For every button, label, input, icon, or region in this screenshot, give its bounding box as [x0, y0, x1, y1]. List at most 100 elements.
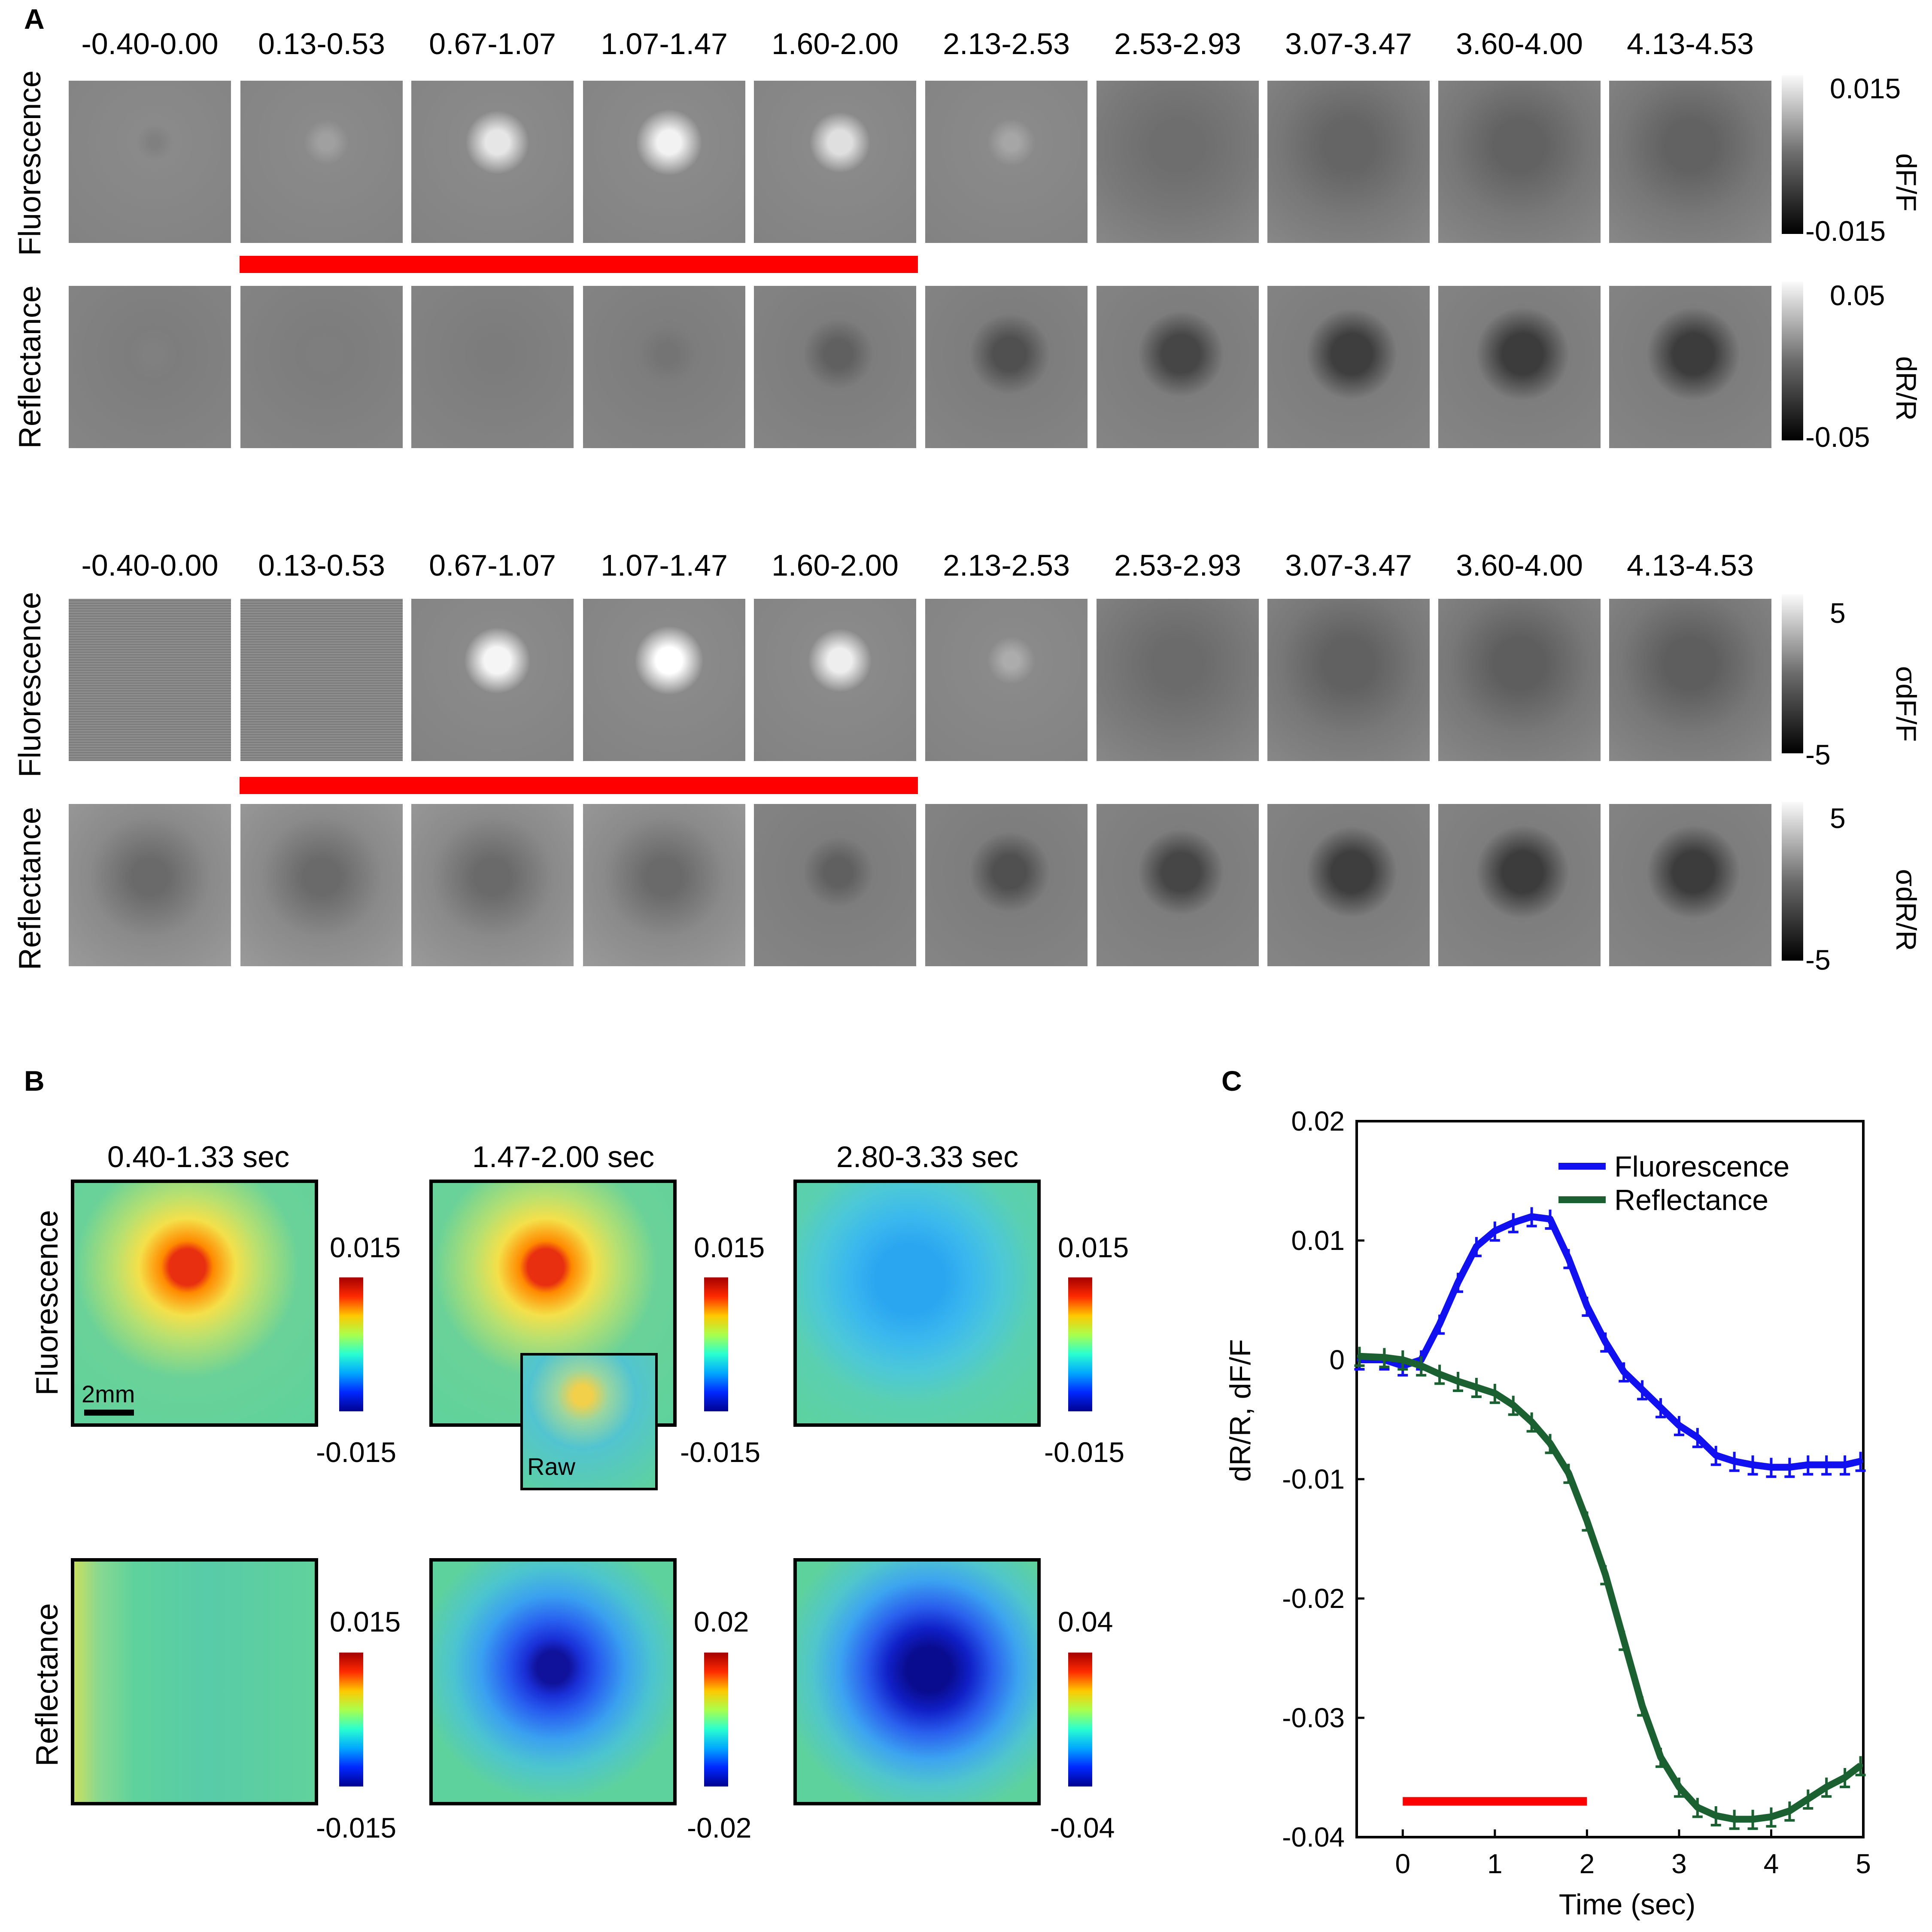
a-bottom-time-label: 3.60-4.00: [1456, 549, 1583, 582]
data-point: [1640, 1387, 1645, 1392]
a-bottom-time-label: 2.53-2.93: [1114, 549, 1241, 582]
b-title-3: 2.80-3.33 sec: [836, 1140, 1019, 1174]
a-bottom-fluor-colorbar: [1782, 594, 1803, 753]
data-point: [1824, 1462, 1829, 1468]
a-bottom-fluor-tile: [1267, 599, 1430, 761]
a-top-reflectance-label: Reflectance: [13, 285, 47, 449]
data-point: [1842, 1462, 1848, 1468]
data-point: [1805, 1796, 1811, 1802]
a-bottom-refl-cbar-min: -5: [1805, 944, 1831, 976]
a-top-fluor-tile: [1609, 81, 1771, 243]
data-point: [1640, 1703, 1645, 1709]
a-bottom-fluor-tile: [1609, 599, 1771, 761]
data-point: [1455, 1280, 1461, 1285]
a-bottom-fluor-tile: [754, 599, 916, 761]
data-point: [1547, 1441, 1553, 1446]
a-bottom-time-label: 1.07-1.47: [601, 549, 728, 582]
data-point: [1419, 1363, 1424, 1368]
b-refl-colorbar-3: [1068, 1653, 1092, 1786]
a-top-time-label: 3.07-3.47: [1285, 27, 1412, 61]
a-bottom-fluor-tile: [240, 599, 403, 761]
a-bottom-time-label: 4.13-4.53: [1627, 549, 1754, 582]
data-point: [1437, 1321, 1443, 1327]
a-top-time-label: 4.13-4.53: [1627, 27, 1754, 61]
panel-c-letter: C: [1221, 1065, 1242, 1097]
chart-c: 0.02 0.01 0 -0.01 -0.02 -0.03 -0.04 0 1 2 3 4 5 Time …: [1224, 1106, 1871, 1921]
a-top-fluor-tile: [925, 81, 1088, 243]
b-raw-inset: [520, 1353, 658, 1490]
plot-frame: [1355, 1120, 1865, 1838]
y-tick-label: 0.01: [1291, 1225, 1345, 1256]
data-point: [1858, 1763, 1863, 1768]
a-top-time-label: 2.53-2.93: [1114, 27, 1241, 61]
data-point: [1584, 1518, 1590, 1524]
b-refl-map-3: [793, 1558, 1041, 1805]
panel-b-letter: B: [24, 1065, 45, 1097]
series-line-fluorescence: [1359, 1213, 1862, 1471]
b-reflectance-label: Reflectance: [30, 1603, 64, 1767]
data-point: [1473, 1244, 1479, 1249]
data-point: [1492, 1228, 1498, 1234]
a-top-stimulus-bar: [240, 256, 918, 273]
data-point: [1603, 1572, 1608, 1577]
a-bottom-refl-tile: [1438, 804, 1601, 966]
data-point: [1750, 1462, 1756, 1468]
a-top-refl-tile: [1438, 286, 1601, 448]
b-fluor-cbar-1-min: -0.015: [316, 1436, 397, 1468]
data-point: [1621, 1638, 1627, 1643]
a-top-fluor-tile: [69, 81, 231, 243]
x-tick-label: 0: [1395, 1848, 1410, 1879]
a-top-fluor-tile: [1097, 81, 1259, 243]
data-point: [1695, 1805, 1700, 1810]
data-point: [1566, 1256, 1571, 1261]
data-point: [1824, 1784, 1829, 1790]
b-scalebar: [84, 1410, 134, 1416]
a-top-refl-tile: [925, 286, 1088, 448]
b-fluor-map-1: [71, 1180, 318, 1427]
data-point: [1603, 1339, 1608, 1345]
b-refl-colorbar-1: [339, 1653, 363, 1786]
y-tick-label: 0: [1329, 1344, 1345, 1375]
a-bottom-time-label: 2.13-2.53: [943, 549, 1070, 582]
a-top-fluor-cbar-min: -0.015: [1805, 215, 1886, 247]
a-top-fluor-colorbar: [1782, 75, 1803, 234]
a-bottom-fluor-tile: [411, 599, 574, 761]
a-bottom-refl-tile: [411, 804, 574, 966]
data-point: [1713, 1453, 1719, 1458]
legend-label: Reflectance: [1614, 1184, 1768, 1216]
data-point: [1787, 1465, 1792, 1470]
a-top-refl-tile: [240, 286, 403, 448]
a-top-refl-tile: [69, 286, 231, 448]
a-bottom-fluor-tile: [69, 599, 231, 761]
a-top-fluor-tile: [1438, 81, 1601, 243]
b-fluor-cbar-3-max: 0.015: [1058, 1231, 1129, 1263]
data-point: [1492, 1390, 1498, 1396]
data-point: [1437, 1371, 1443, 1377]
y-tick-label: -0.04: [1282, 1822, 1345, 1853]
y-tick-label: 0.02: [1291, 1106, 1345, 1137]
a-top-time-label: 1.07-1.47: [601, 27, 728, 61]
a-top-time-label: 0.67-1.07: [429, 27, 556, 61]
a-bottom-fluor-tile: [1438, 599, 1601, 761]
data-point: [1805, 1462, 1811, 1468]
a-top-time-label: 0.13-0.53: [258, 27, 385, 61]
b-refl-cbar-2-max: 0.02: [694, 1606, 749, 1638]
a-top-time-label: 2.13-2.53: [943, 27, 1070, 61]
data-point: [1732, 1459, 1737, 1464]
legend-label: Fluorescence: [1614, 1150, 1789, 1183]
data-point: [1510, 1220, 1516, 1225]
data-point: [1566, 1471, 1571, 1476]
x-tick-label: 3: [1671, 1848, 1687, 1879]
a-top-fluorescence-label: Fluorescence: [13, 70, 47, 256]
data-point: [1529, 1214, 1534, 1219]
x-tick-label: 4: [1764, 1848, 1779, 1879]
data-point: [1400, 1357, 1406, 1362]
a-top-refl-tile: [1097, 286, 1259, 448]
data-point: [1382, 1355, 1387, 1360]
b-fluor-cbar-2-max: 0.015: [694, 1231, 765, 1263]
data-point: [1750, 1817, 1756, 1822]
a-bottom-fluor-tile: [1097, 599, 1259, 761]
data-point: [1547, 1216, 1553, 1222]
b-refl-cbar-3-min: -0.04: [1050, 1812, 1115, 1844]
a-top-refl-tile: [1267, 286, 1430, 448]
